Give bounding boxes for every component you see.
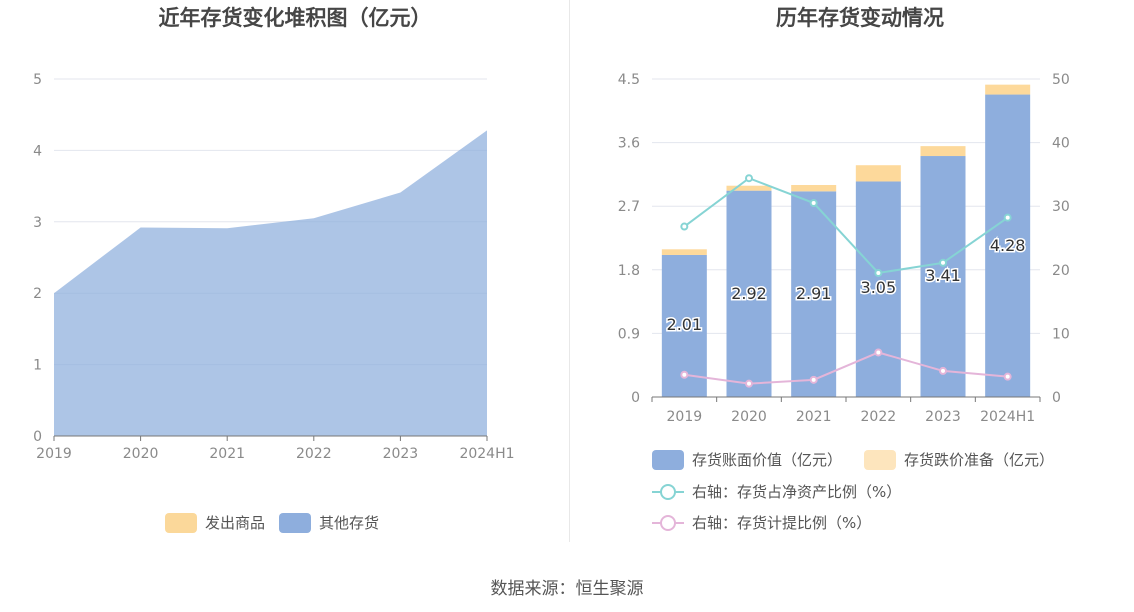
- left-chart-title: 近年存货变化堆积图（亿元）: [158, 6, 432, 30]
- legend-label-book-value: 存货账面价值（亿元）: [692, 451, 843, 469]
- right-x-tick-label: 2020: [731, 409, 767, 425]
- left-x-tick-label: 2021: [209, 446, 245, 462]
- bar-book-value: [791, 191, 837, 397]
- bar-book-value: [920, 156, 966, 397]
- point-provision-ratio: [939, 366, 947, 375]
- bar-value-label: 3.41: [925, 266, 961, 285]
- right-y2-tick-label: 30: [1052, 199, 1070, 215]
- right-y2-tick-label: 20: [1052, 263, 1070, 279]
- legend-item-net-asset-ratio[interactable]: 右轴：存货占净资产比例（%）: [652, 481, 901, 502]
- point-net-asset-ratio: [809, 199, 818, 208]
- inventory-bar-line-chart: 0 0.9 1.8 2.7 3.6 4.5 0 10 20 30 40 50 2019 2020 2021 2…: [618, 72, 1070, 425]
- right-y2-tick-label: 40: [1052, 136, 1070, 152]
- bar-impairment: [661, 249, 707, 255]
- legend-swatch-impairment: [864, 449, 897, 470]
- right-x-tick-label: 2023: [925, 409, 961, 425]
- legend-label-impairment: 存货跌价准备（亿元）: [904, 451, 1055, 469]
- bar-impairment: [855, 165, 901, 182]
- legend-label-shipped-goods: 发出商品: [205, 514, 266, 532]
- point-provision-ratio: [745, 379, 753, 388]
- legend-item-book-value[interactable]: 存货账面价值（亿元）: [652, 449, 842, 470]
- line-provision-ratio: [684, 351, 1008, 385]
- bar-value-label: 2.92: [731, 284, 767, 303]
- right-x-tick-label: 2022: [861, 409, 897, 425]
- bar-book-value: [855, 181, 901, 397]
- point-net-asset-ratio: [874, 268, 883, 277]
- bar-value-label: 3.05: [861, 278, 897, 297]
- right-y2-tick-label: 50: [1052, 72, 1070, 88]
- left-legend: 发出商品 其他存货: [165, 512, 379, 533]
- right-y-tick-label: 4.5: [618, 72, 640, 88]
- right-y-tick-label: 3.6: [618, 136, 640, 152]
- point-net-asset-ratio: [939, 258, 947, 267]
- point-net-asset-ratio: [1003, 213, 1012, 222]
- left-y-tick-label: 4: [33, 143, 42, 159]
- bar-value-label: 2.91: [796, 284, 832, 303]
- right-y-tick-label: 1.8: [618, 263, 640, 279]
- bar-impairment: [985, 84, 1031, 95]
- line-net-asset-ratio: [683, 177, 1009, 275]
- legend-swatch-book-value: [652, 449, 684, 470]
- legend-label-other-inventory: 其他存货: [319, 514, 380, 532]
- left-x-tick-label: 2020: [123, 446, 159, 462]
- point-net-asset-ratio: [680, 222, 689, 231]
- right-chart-title: 历年存货变动情况: [776, 6, 944, 30]
- right-y-tick-label: 0: [631, 390, 640, 406]
- legend-swatch-shipped-goods: [165, 512, 197, 533]
- point-provision-ratio: [1003, 372, 1012, 381]
- stacked-area-chart: 0 1 2 3 4 5 2019 2020 2021 2022 2023 2024H1: [33, 72, 514, 462]
- right-x-tick-label: 2024H1: [980, 409, 1035, 425]
- right-y2-tick-label: 10: [1052, 326, 1070, 342]
- left-x-tick-label: 2019: [36, 446, 72, 462]
- legend-symbol-net-asset-ratio: [652, 482, 684, 502]
- left-y-tick-label: 0: [33, 429, 42, 445]
- legend-swatch-other-inventory: [279, 512, 312, 533]
- point-net-asset-ratio: [745, 174, 753, 183]
- legend-symbol-provision-ratio: [652, 513, 684, 533]
- bar-book-value: [985, 94, 1031, 398]
- left-y-tick-label: 1: [33, 358, 42, 374]
- bar-value-label: 4.28: [990, 236, 1026, 255]
- right-x-tick-label: 2021: [796, 409, 832, 425]
- legend-item-impairment[interactable]: 存货跌价准备（亿元）: [864, 449, 1054, 470]
- bar-book-value: [726, 190, 772, 397]
- left-x-tick-label: 2023: [383, 446, 419, 462]
- legend-label-net-asset-ratio: 右轴：存货占净资产比例（%）: [692, 483, 902, 501]
- legend-label-provision-ratio: 右轴：存货计提比例（%）: [692, 514, 872, 532]
- bar-impairment: [791, 185, 837, 192]
- left-y-tick-label: 5: [33, 72, 42, 88]
- point-provision-ratio: [874, 348, 883, 357]
- left-y-tick-label: 2: [33, 286, 42, 302]
- right-x-tick-label: 2019: [667, 409, 703, 425]
- bar-value-label: 2.01: [667, 315, 703, 334]
- data-source: 数据来源：恒生聚源: [490, 579, 644, 599]
- left-y-tick-label: 3: [33, 215, 42, 231]
- right-y-tick-label: 2.7: [618, 199, 640, 215]
- bar-impairment: [920, 146, 966, 157]
- area-other-inventory: [54, 130, 487, 436]
- right-legend-row-1: 存货账面价值（亿元） 存货跌价准备（亿元）: [652, 449, 1054, 470]
- left-x-tick-label: 2022: [296, 446, 332, 462]
- panel-divider: [569, 0, 570, 542]
- point-provision-ratio: [680, 370, 689, 379]
- point-provision-ratio: [809, 375, 818, 384]
- left-x-tick-label: 2024H1: [459, 446, 514, 462]
- right-y-tick-label: 0.9: [618, 326, 640, 342]
- legend-item-provision-ratio[interactable]: 右轴：存货计提比例（%）: [652, 512, 871, 533]
- legend-item-shipped-goods[interactable]: 发出商品: [165, 512, 265, 533]
- right-y2-tick-label: 0: [1052, 390, 1061, 406]
- bar-impairment: [726, 185, 772, 191]
- legend-item-other-inventory[interactable]: 其他存货: [279, 512, 379, 533]
